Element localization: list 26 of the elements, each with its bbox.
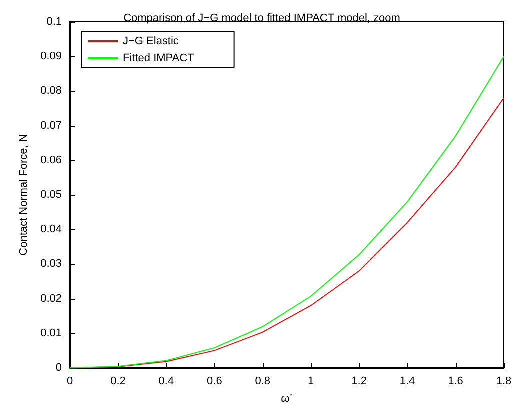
x-tick-label: 1.2 <box>352 376 367 388</box>
x-tick-label: 0.4 <box>158 376 174 388</box>
x-tick-label: 1.4 <box>400 376 416 388</box>
y-tick-label: 0.04 <box>40 224 62 236</box>
y-tick-label: 0.06 <box>40 154 62 166</box>
y-tick-label: 0.09 <box>40 50 62 63</box>
x-tick-label: 1.6 <box>448 376 464 388</box>
x-tick-label: 1.8 <box>496 376 512 388</box>
x-tick-label: 0.8 <box>255 376 271 388</box>
x-tick-label: 0 <box>66 376 74 388</box>
legend-label: Fitted IMPACT <box>123 52 195 64</box>
y-tick-label: 0.02 <box>40 292 62 305</box>
y-tick-label: 0.03 <box>40 258 62 270</box>
x-tick-label: 0.2 <box>110 376 126 388</box>
x-axis-title: ω* <box>281 391 293 405</box>
y-tick-label: 0.01 <box>40 327 62 340</box>
y-tick-label: 0.07 <box>40 120 62 132</box>
y-axis-title: Contact Normal Force, N <box>18 134 30 256</box>
x-tick-label: 1 <box>308 376 314 388</box>
y-tick-label: 0.05 <box>40 189 62 201</box>
y-tick-label: 0 <box>56 362 62 374</box>
legend-label: J−G Elastic <box>123 36 180 48</box>
x-tick-label: 0.6 <box>207 376 222 388</box>
chart-title: Comparison of J−G model to fitted IMPACT model, zoom <box>124 12 400 24</box>
y-tick-label: 0.08 <box>40 85 62 98</box>
y-tick-label: 0.1 <box>46 16 62 28</box>
